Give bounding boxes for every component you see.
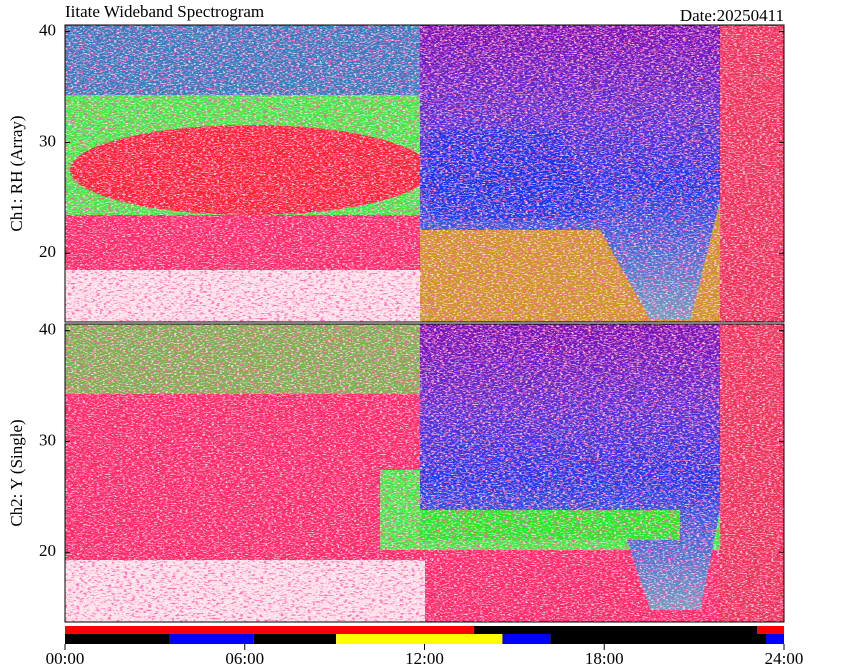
status-segment (336, 634, 503, 644)
status-segment (550, 634, 767, 644)
y-tick-label: 40 (39, 21, 56, 40)
panel-frame (64, 323, 785, 623)
panel-frame (64, 24, 785, 323)
date-label: Date:20250411 (680, 6, 784, 25)
status-segment (65, 626, 474, 634)
y-axis-label: Ch1: RH (Array) (7, 115, 26, 231)
status-segment (253, 634, 337, 644)
spectrogram-image (65, 25, 784, 322)
x-tick-label: 18:00 (585, 649, 624, 668)
x-tick-label: 24:00 (765, 649, 804, 668)
y-tick-label: 30 (39, 131, 56, 150)
x-tick-label: 06:00 (225, 649, 264, 668)
status-segment (65, 634, 170, 644)
x-tick-label: 12:00 (405, 649, 444, 668)
status-segment (502, 634, 551, 644)
status-segment (169, 634, 254, 644)
y-tick-label: 30 (39, 430, 56, 449)
y-tick-label: 20 (39, 541, 56, 560)
y-tick-label: 40 (39, 320, 56, 339)
y-axis-label: Ch2: Y (Single) (7, 419, 26, 526)
y-tick-label: 20 (39, 242, 56, 261)
status-segment (766, 634, 784, 644)
chart-title: Iitate Wideband Spectrogram (65, 2, 264, 21)
spectrogram-image (65, 324, 784, 622)
status-segment (473, 626, 758, 634)
x-tick-label: 00:00 (46, 649, 85, 668)
status-segment (757, 626, 784, 634)
